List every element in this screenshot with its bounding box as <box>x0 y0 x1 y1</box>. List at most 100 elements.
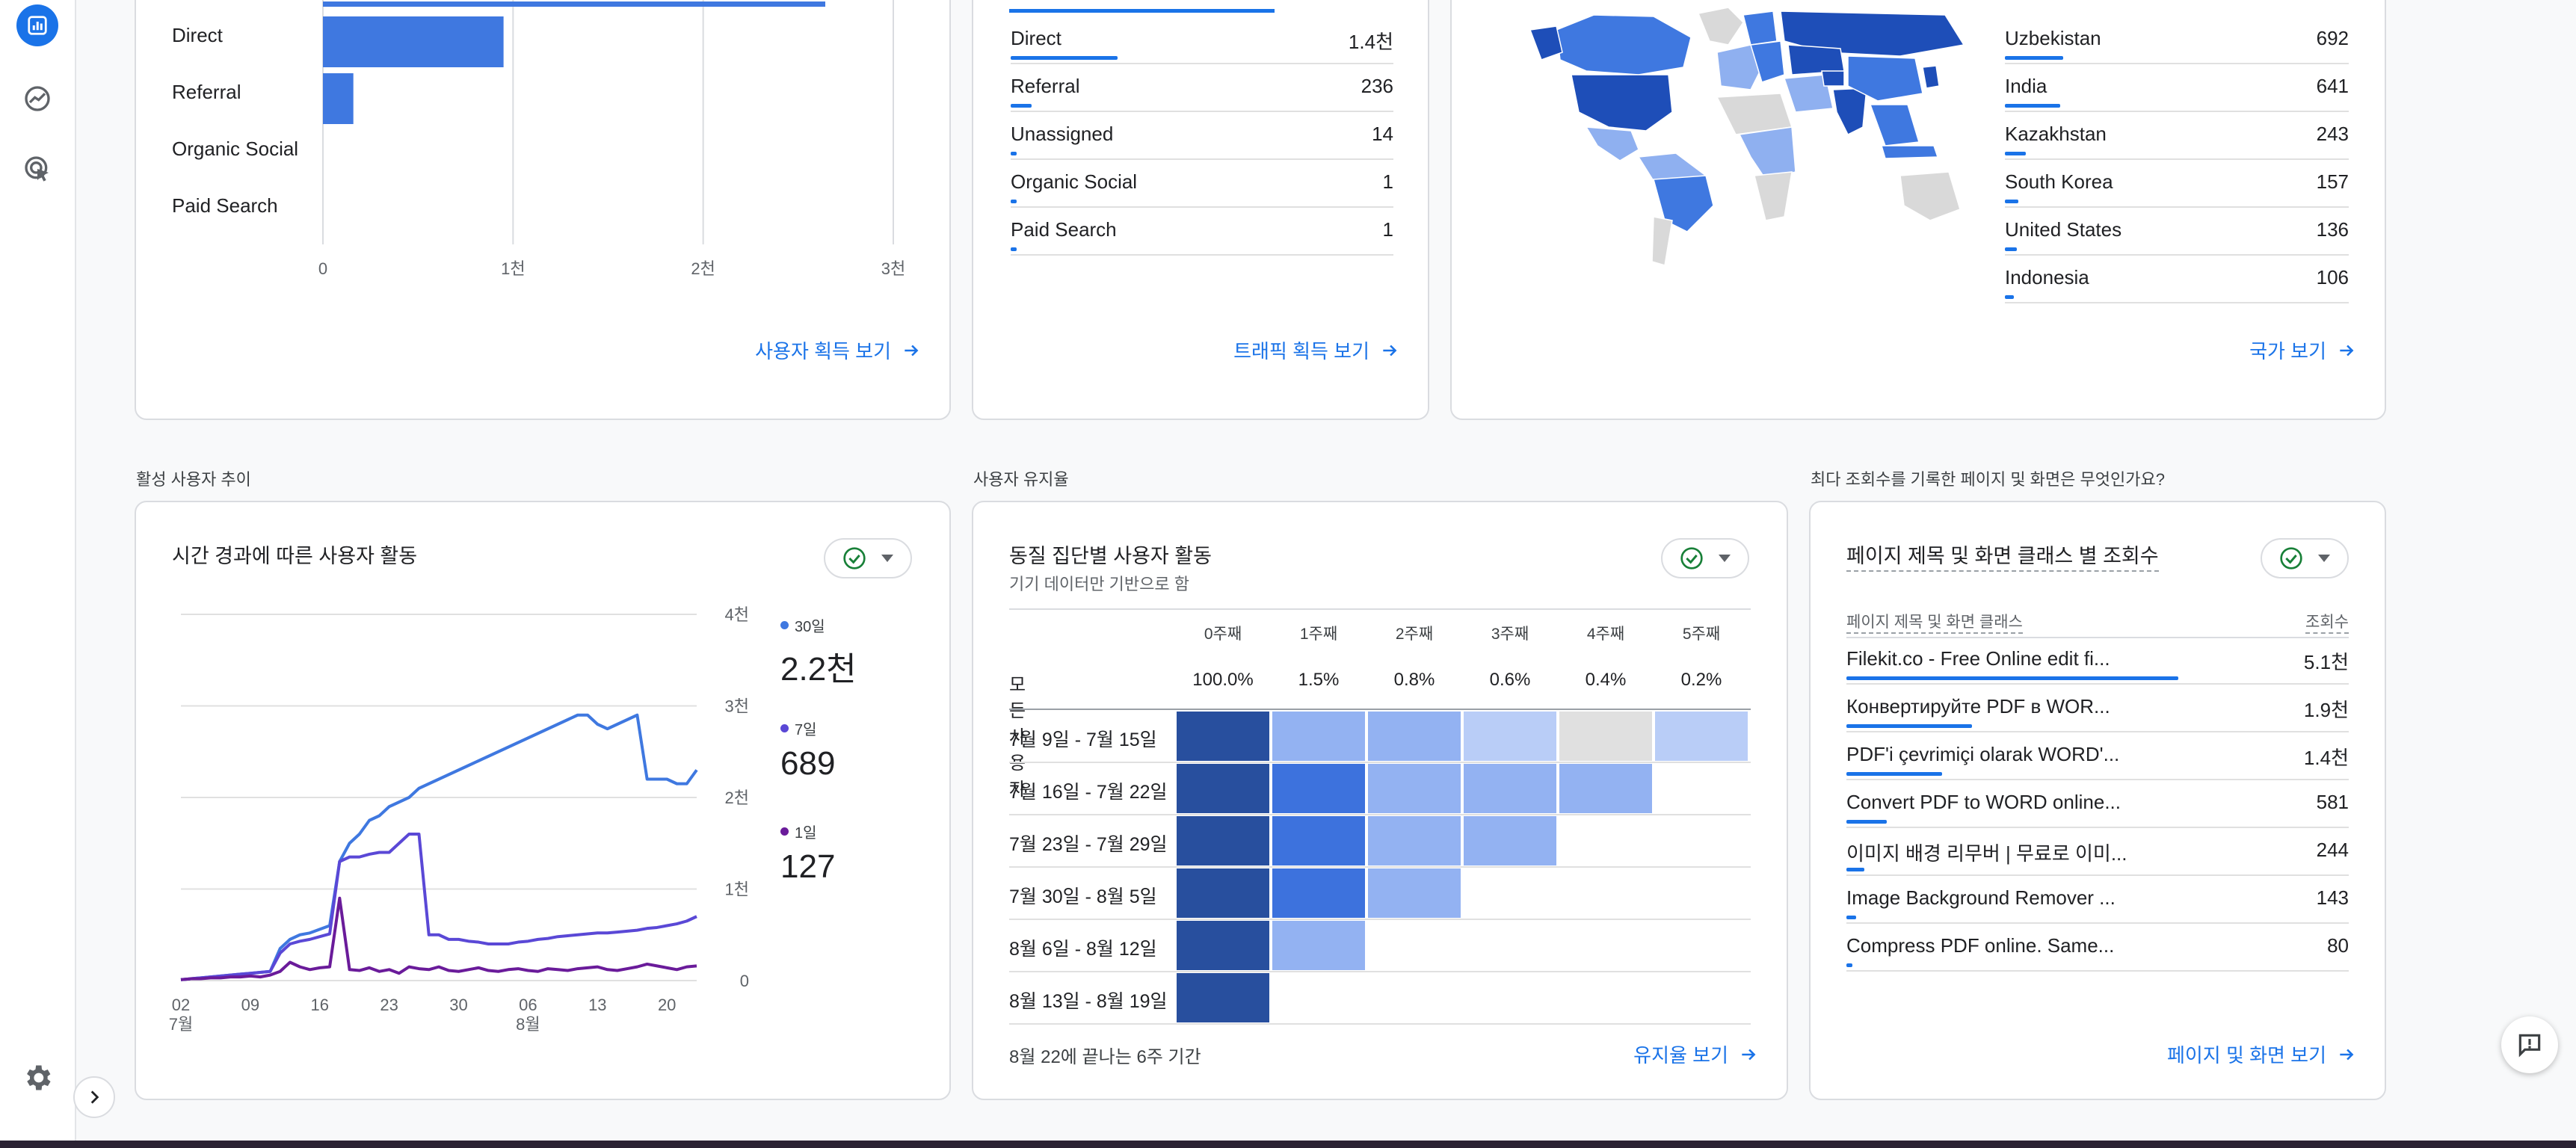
country-link[interactable]: 국가 보기 <box>2249 336 2356 364</box>
cohort-cell[interactable] <box>1272 816 1365 865</box>
row-label: Organic Social <box>1011 170 1138 193</box>
row-value: 1 <box>1382 170 1393 193</box>
cohort-cell[interactable] <box>1272 712 1365 761</box>
retention-link[interactable]: 유지율 보기 <box>1633 1040 1758 1068</box>
retention-card: 동질 집단별 사용자 활동 기기 데이터만 기반으로 함 0주째 100.0% 1주… <box>972 501 1788 1100</box>
x-tick-label: 06 <box>519 996 537 1014</box>
cohort-cell[interactable] <box>1559 764 1652 813</box>
row-value: 14 <box>1372 123 1393 145</box>
cohort-column-header: 3주째 <box>1491 626 1529 643</box>
check-circle-icon <box>1680 547 1703 570</box>
list-row[interactable]: Filekit.co - Free Online edit fi... 5.1천 <box>1846 637 2349 685</box>
cohort-all-value: 0.2% <box>1680 670 1722 690</box>
map-kazakhstan <box>1787 44 1845 75</box>
chevron-right-icon[interactable] <box>73 1076 115 1118</box>
views-column-label[interactable]: 조회수 <box>2305 610 2349 634</box>
cohort-cell[interactable] <box>1177 973 1269 1022</box>
list-row[interactable]: India 641 <box>2005 64 2349 112</box>
list-row[interactable]: Paid Search 1 <box>1011 208 1393 256</box>
row-bar <box>1011 152 1017 155</box>
compare-button[interactable] <box>824 538 912 578</box>
bar[interactable] <box>323 16 504 67</box>
list-row[interactable]: Kazakhstan 243 <box>2005 112 2349 160</box>
traffic-acquisition-link[interactable]: 트래픽 획득 보기 <box>1233 336 1399 364</box>
series-line-1[interactable] <box>180 833 697 981</box>
row-value: 692 <box>2316 27 2349 49</box>
cohort-cell[interactable] <box>1177 712 1269 761</box>
row-value: 1.4천 <box>2303 747 2349 769</box>
series-line-0[interactable] <box>180 713 698 981</box>
list-row[interactable]: PDF'i çevrimiçi olarak WORD'... 1.4천 <box>1846 732 2349 780</box>
list-row[interactable]: Organic Social 1 <box>1011 160 1393 208</box>
legend-dot <box>780 827 789 836</box>
list-row[interactable]: Unassigned 14 <box>1011 112 1393 160</box>
map-india <box>1832 87 1867 136</box>
explore-icon[interactable] <box>16 78 58 120</box>
arrow-right-icon <box>1742 1049 1756 1060</box>
list-row[interactable]: Конвертируйте PDF в WOR... 1.9천 <box>1846 685 2349 732</box>
row-label: PDF'i çevrimiçi olarak WORD'... <box>1846 743 2120 765</box>
cohort-cell[interactable] <box>1368 712 1461 761</box>
list-row[interactable]: Convert PDF to WORD online... 581 <box>1846 780 2349 828</box>
list-row[interactable]: Compress PDF online. Same... 80 <box>1846 924 2349 972</box>
bar[interactable] <box>323 73 354 124</box>
row-value: 1 <box>1382 218 1393 241</box>
feedback-icon <box>2518 1034 2541 1058</box>
pages-column-label[interactable]: 페이지 제목 및 화면 클래스 <box>1846 610 2023 634</box>
arrow-right-icon <box>905 345 919 356</box>
cohort-cell[interactable] <box>1272 921 1365 970</box>
series-line-2[interactable] <box>180 896 697 981</box>
x-tick-label: 20 <box>658 996 676 1014</box>
legend-label: 1일 <box>795 825 817 842</box>
cohort-cell[interactable] <box>1177 764 1269 813</box>
cohort-cell[interactable] <box>1272 868 1365 918</box>
cohort-cell[interactable] <box>1177 868 1269 918</box>
row-label: Kazakhstan <box>2005 123 2107 145</box>
cohort-column-header: 2주째 <box>1395 626 1434 643</box>
row-label: Compress PDF online. Same... <box>1846 934 2115 957</box>
world-map <box>1529 7 1965 266</box>
feedback-button[interactable] <box>2501 1016 2558 1073</box>
cohort-row-label: 8월 6일 - 8월 12일 <box>1009 939 1157 960</box>
list-row[interactable]: Referral 236 <box>1011 64 1393 112</box>
list-row[interactable]: Image Background Remover ... 143 <box>1846 876 2349 924</box>
map-central-africa <box>1738 126 1796 180</box>
cohort-cell[interactable] <box>1177 816 1269 865</box>
cohort-cell[interactable] <box>1272 764 1365 813</box>
row-label: South Korea <box>2005 170 2113 193</box>
user-acquisition-link[interactable]: 사용자 획득 보기 <box>755 336 921 364</box>
list-row[interactable]: Indonesia 106 <box>2005 256 2349 303</box>
legend-label: 7일 <box>795 722 817 738</box>
list-row[interactable]: Uzbekistan 692 <box>2005 16 2349 64</box>
retention-section-title: 사용자 유지율 <box>973 470 1069 489</box>
reports-icon[interactable] <box>16 4 58 46</box>
list-row[interactable]: South Korea 157 <box>2005 160 2349 208</box>
gear-icon[interactable] <box>16 1057 58 1099</box>
cohort-cell[interactable] <box>1368 816 1461 865</box>
traffic-acquisition-card: Direct 1.4천 Referral 236 Unassigned 14 Organic… <box>972 0 1429 420</box>
list-row[interactable]: Direct 1.4천 <box>1011 16 1393 64</box>
compare-button[interactable] <box>2261 538 2349 578</box>
cohort-cell[interactable] <box>1464 816 1556 865</box>
advertising-icon[interactable] <box>16 148 58 190</box>
row-label: Image Background Remover ... <box>1846 886 2116 909</box>
cohort-cell[interactable] <box>1464 712 1556 761</box>
cohort-cell[interactable] <box>1368 764 1461 813</box>
cohort-cell[interactable] <box>1559 712 1652 761</box>
row-value: 1.4천 <box>1348 31 1393 53</box>
list-row[interactable]: 이미지 배경 리무버 | 무료로 이미... 244 <box>1846 828 2349 876</box>
map-southeast-asia <box>1869 104 1920 146</box>
row-value: 641 <box>2316 75 2349 97</box>
active-users-card: 시간 경과에 따른 사용자 활동 0 1천 2천 3천 4천 02 7월 09 16 23 30 06… <box>135 501 951 1100</box>
cohort-cell[interactable] <box>1464 764 1556 813</box>
cohort-cell[interactable] <box>1177 921 1269 970</box>
pages-section-title: 최다 조회수를 기록한 페이지 및 화면은 무엇인가요? <box>1811 470 2165 489</box>
pages-link[interactable]: 페이지 및 화면 보기 <box>2167 1040 2356 1068</box>
x-tick-label: 3천 <box>881 259 905 278</box>
cohort-cell[interactable] <box>1368 868 1461 918</box>
list-row[interactable]: United States 136 <box>2005 208 2349 256</box>
row-value: 143 <box>2316 886 2349 909</box>
cohort-row-label: 8월 13일 - 8월 19일 <box>1009 991 1168 1012</box>
cohort-cell[interactable] <box>1655 712 1748 761</box>
compare-button[interactable] <box>1661 538 1749 578</box>
